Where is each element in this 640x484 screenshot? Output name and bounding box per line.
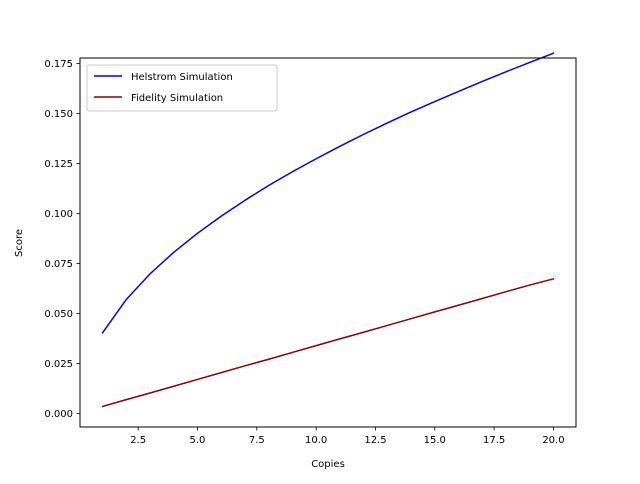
y-tick-label: 0.075 <box>44 259 73 270</box>
x-axis: 2.5 5.0 7.5 10.0 12.5 15.0 17.5 20.0 <box>130 427 564 446</box>
y-tick-label: 0.050 <box>44 309 73 320</box>
y-tick-label: 0.150 <box>44 109 73 120</box>
x-tick-label: 2.5 <box>130 435 146 446</box>
y-tick-label: 0.000 <box>44 409 73 420</box>
y-axis: 0.000 0.025 0.050 0.075 0.100 0.125 0.150 0.175 <box>44 59 80 420</box>
legend: Helstrom Simulation Fidelity Simulation <box>87 65 277 111</box>
y-tick-label: 0.125 <box>44 159 73 170</box>
plot-frame <box>80 58 576 427</box>
x-tick-label: 15.0 <box>424 435 446 446</box>
y-tick-label: 0.175 <box>44 59 73 70</box>
y-axis-label: Score <box>14 229 25 257</box>
x-tick-label: 20.0 <box>542 435 564 446</box>
legend-label: Fidelity Simulation <box>131 93 223 104</box>
x-tick-label: 5.0 <box>190 435 206 446</box>
legend-label: Helstrom Simulation <box>131 72 233 83</box>
x-tick-label: 7.5 <box>249 435 265 446</box>
y-tick-label: 0.100 <box>44 209 73 220</box>
x-tick-label: 17.5 <box>483 435 505 446</box>
x-tick-label: 10.0 <box>305 435 327 446</box>
x-tick-label: 12.5 <box>364 435 386 446</box>
y-tick-label: 0.025 <box>44 359 73 370</box>
series-line-fidelity <box>103 279 554 407</box>
x-axis-label: Copies <box>311 459 345 470</box>
